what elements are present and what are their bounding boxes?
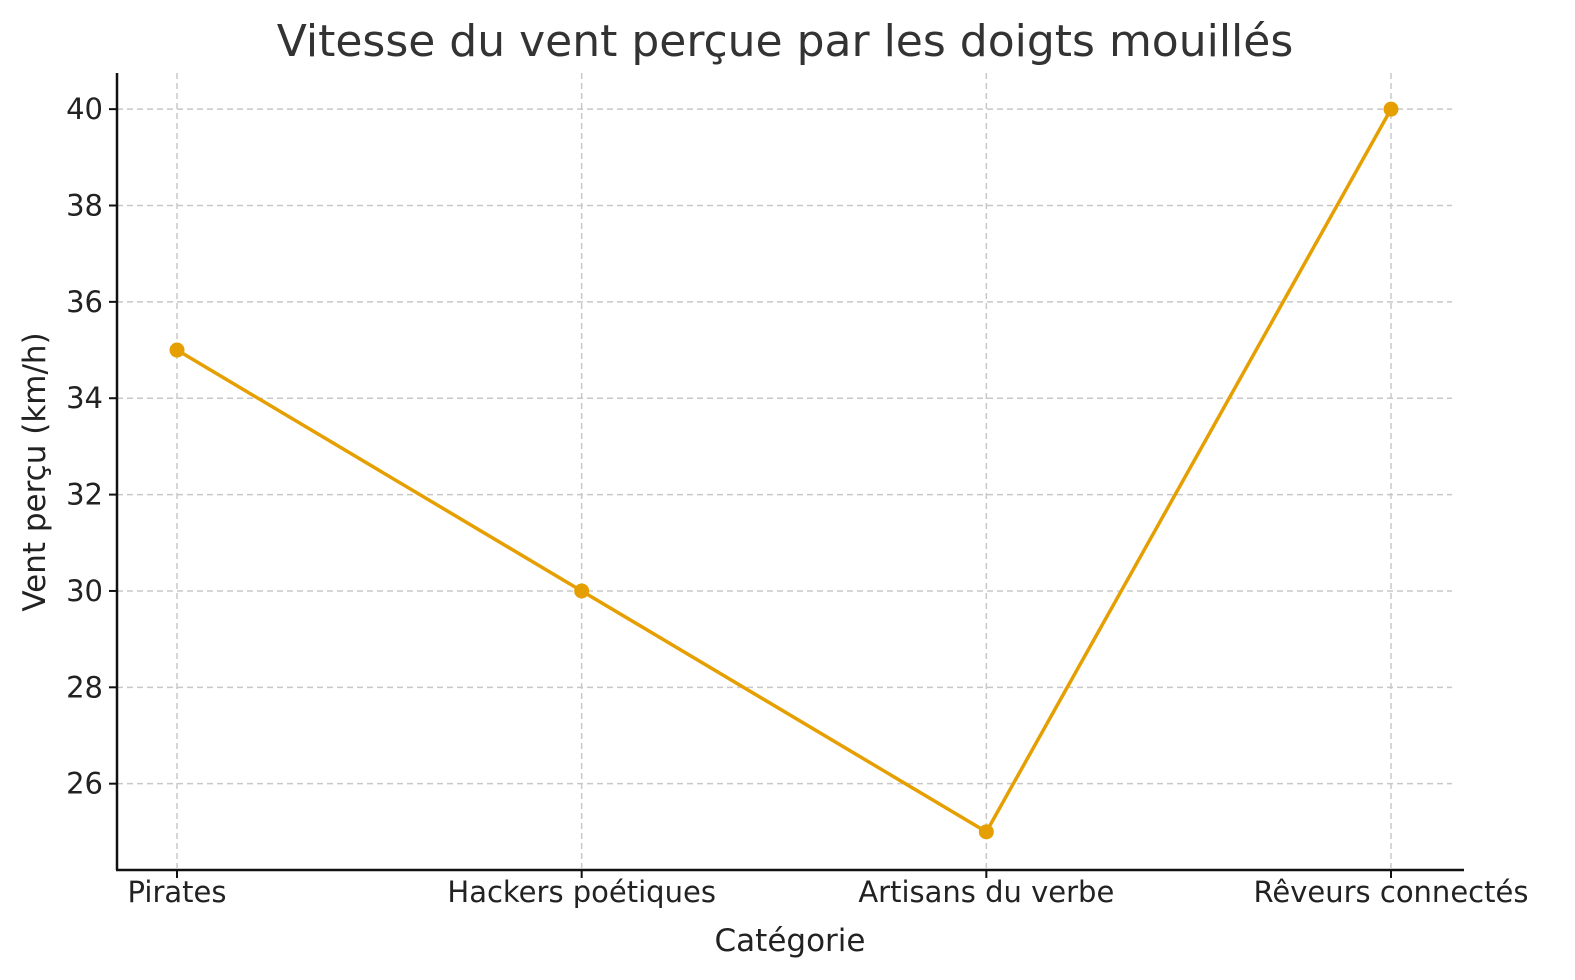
data-point [1383,101,1399,117]
data-point [574,583,590,599]
y-tick-label: 38 [66,189,103,223]
x-tick-label: Artisans du verbe [858,875,1114,909]
x-tick-label: Pirates [128,875,227,909]
y-tick-label: 30 [66,574,103,608]
y-tick-label: 32 [66,478,103,512]
chart-title: Vitesse du vent perçue par les doigts mo… [277,16,1294,67]
x-tick-label: Rêveurs connectés [1254,875,1529,909]
data-point [169,342,185,358]
x-axis-ticks: Pirates Hackers poétiques Artisans du verb… [128,870,1529,909]
x-tick-label: Hackers poétiques [447,875,716,909]
grid [117,73,1452,868]
series-line [176,108,1393,834]
y-tick-label: 40 [66,92,103,126]
y-tick-label: 26 [66,767,103,801]
y-axis-label: Vent perçu (km/h) [17,332,53,611]
y-axis-ticks: 26 28 30 32 34 36 38 40 [66,92,117,801]
y-tick-label: 36 [66,285,103,319]
x-axis-label: Catégorie [715,923,866,959]
y-tick-label: 28 [66,670,103,704]
series [169,101,1399,840]
data-point [978,824,994,840]
y-tick-label: 34 [66,381,103,415]
